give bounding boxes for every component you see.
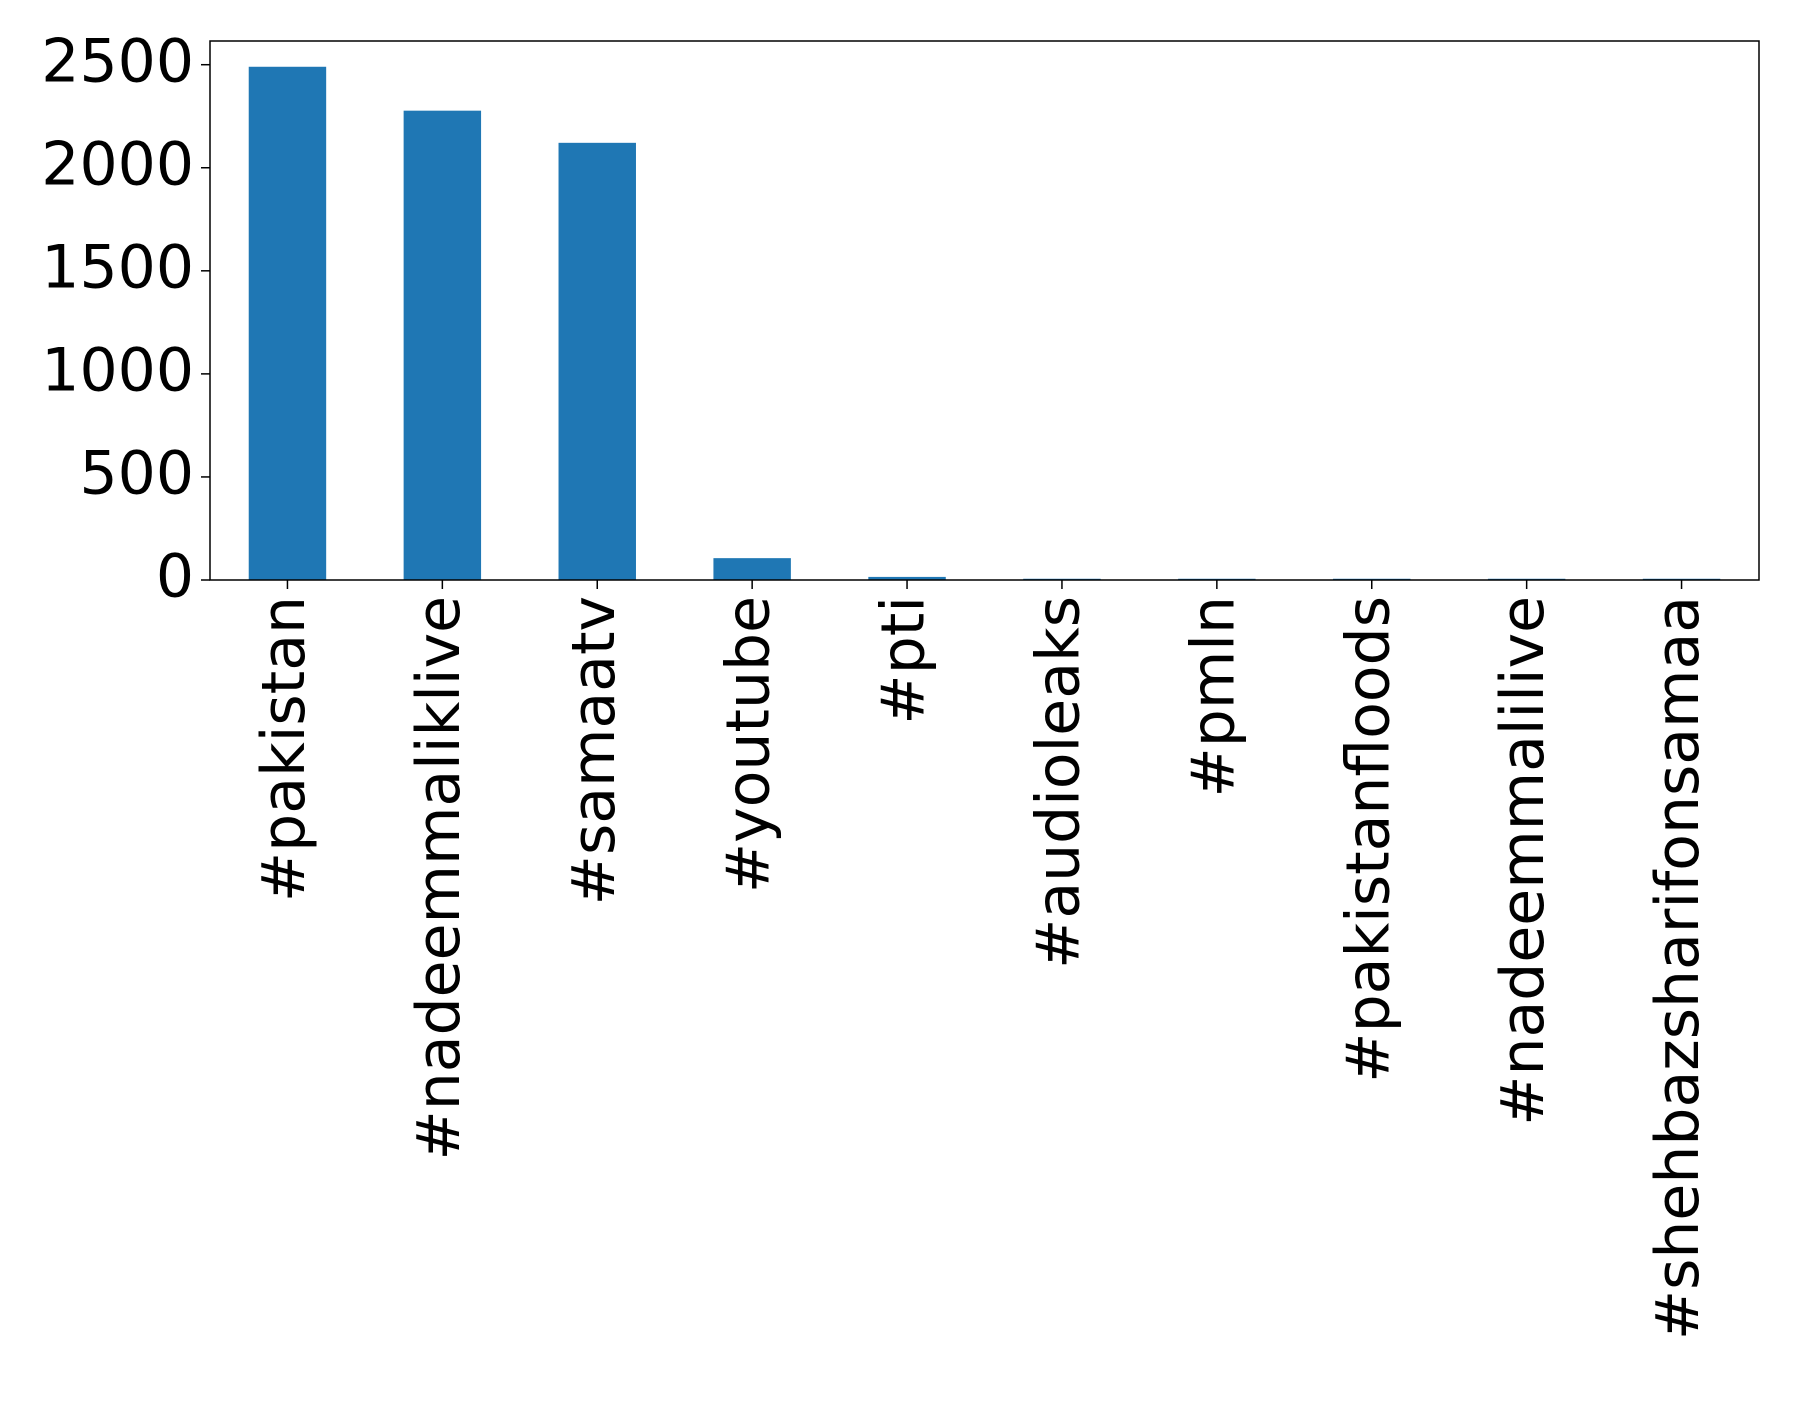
bar bbox=[248, 66, 327, 580]
x-tick-label: #nadeemmaliklive bbox=[404, 596, 474, 1161]
bar bbox=[713, 558, 791, 580]
y-tick-label: 2000 bbox=[41, 129, 194, 199]
y-tick-label: 0 bbox=[156, 542, 194, 612]
y-tick-label: 500 bbox=[79, 439, 194, 509]
y-tick-label: 1000 bbox=[41, 335, 194, 405]
x-tick-label: #pti bbox=[869, 596, 939, 725]
x-tick-label: #shehbazsharifonsamaa bbox=[1643, 596, 1713, 1340]
plot-frame bbox=[209, 40, 1760, 581]
x-tick-label: #pakistan bbox=[249, 596, 319, 902]
x-tick-label: #samaatv bbox=[559, 596, 629, 905]
y-tick-label: 1500 bbox=[41, 232, 194, 302]
x-tick-label: #youtube bbox=[714, 596, 784, 893]
x-tick-label: #nadeemmalilive bbox=[1488, 596, 1558, 1126]
x-tick-label: #audioleaks bbox=[1024, 596, 1094, 969]
y-tick-label: 2500 bbox=[41, 26, 194, 96]
bar bbox=[403, 110, 482, 581]
bar bbox=[558, 142, 636, 580]
x-tick-label: #pakistanfloods bbox=[1333, 596, 1403, 1083]
x-tick-label: #pmln bbox=[1178, 596, 1248, 798]
bar bbox=[868, 576, 946, 580]
